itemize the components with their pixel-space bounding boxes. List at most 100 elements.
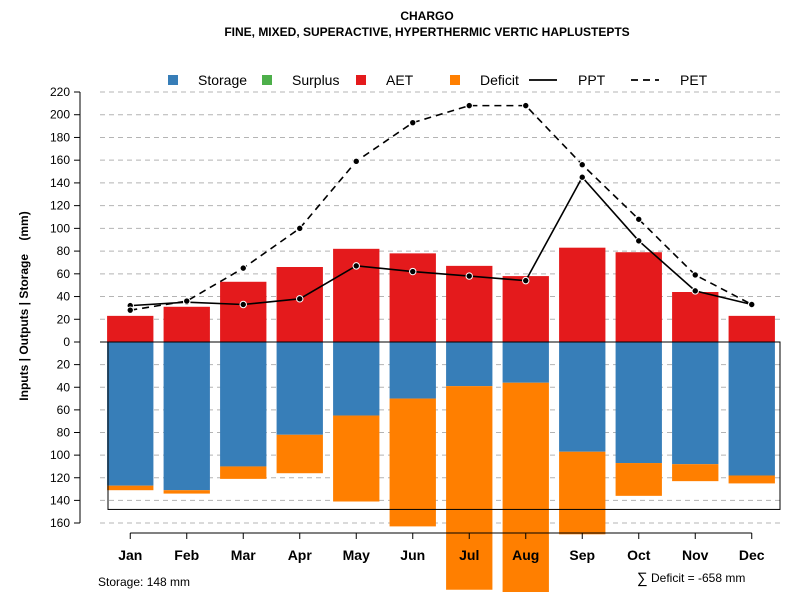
pet-point xyxy=(183,297,191,305)
deficit-bar xyxy=(333,415,380,502)
storage-bar xyxy=(107,342,154,486)
pet-point xyxy=(691,271,699,279)
x-tick-label: Sep xyxy=(569,547,595,563)
ppt-point xyxy=(239,300,247,309)
pet-point xyxy=(578,161,586,169)
deficit-footnote: Deficit = -658 mm xyxy=(651,571,745,585)
pet-point xyxy=(409,118,417,127)
aet-bar xyxy=(163,306,210,342)
pet-point xyxy=(465,101,473,110)
storage-bar xyxy=(163,342,210,491)
y-tick-label: 20 xyxy=(57,358,71,372)
x-tick-label: Nov xyxy=(682,547,709,563)
storage-capacity-frame xyxy=(107,341,781,510)
deficit-bar xyxy=(559,451,606,535)
storage-footnote: Storage: 148 mm xyxy=(98,575,190,589)
x-tick-label: Dec xyxy=(739,547,765,563)
y-tick-label: 80 xyxy=(57,244,71,258)
pet-point xyxy=(239,264,247,272)
deficit-bar xyxy=(389,398,436,527)
legend-label: PPT xyxy=(578,72,606,88)
y-tick-label: 160 xyxy=(50,153,70,167)
storage-bar xyxy=(502,342,549,383)
y-tick-label: 140 xyxy=(50,176,70,190)
aet-bar xyxy=(615,252,662,342)
legend-label: PET xyxy=(680,72,708,88)
y-tick-label: 140 xyxy=(50,493,70,507)
points xyxy=(126,101,756,314)
y-tick-label: 220 xyxy=(50,85,70,99)
storage-bar xyxy=(672,342,719,465)
x-tick-label: May xyxy=(343,547,370,563)
deficit-bar xyxy=(672,464,719,482)
y-tick-label: 60 xyxy=(57,267,71,281)
ppt-line xyxy=(130,175,752,307)
legend-swatch-storage xyxy=(168,75,178,85)
y-tick-label: 120 xyxy=(50,471,70,485)
storage-bar xyxy=(615,342,662,464)
deficit-bar xyxy=(220,466,267,479)
y-tick-label: 60 xyxy=(57,403,71,417)
aet-bar xyxy=(672,292,719,342)
ppt-point xyxy=(578,173,586,181)
ppt-point xyxy=(522,276,530,285)
deficit-bar xyxy=(728,475,775,484)
ppt-point xyxy=(296,295,304,303)
aet-bar xyxy=(559,247,606,342)
legend-swatch-surplus xyxy=(262,75,272,85)
pet-point xyxy=(522,101,530,110)
deficit-bar xyxy=(615,463,662,496)
axes: 2202001801601401201008060402002040608010… xyxy=(50,85,765,563)
y-tick-label: 100 xyxy=(50,448,70,462)
deficit-bar xyxy=(502,382,549,593)
deficit-bar xyxy=(276,434,323,474)
x-tick-label: Oct xyxy=(627,547,651,563)
storage-bar xyxy=(389,342,436,399)
pet-point xyxy=(352,157,360,166)
x-tick-label: Aug xyxy=(512,547,539,563)
aet-bar xyxy=(502,276,549,342)
y-tick-label: 200 xyxy=(50,108,70,122)
ppt-point xyxy=(635,237,643,245)
storage-bar xyxy=(333,342,380,416)
pet-point xyxy=(126,306,134,314)
deficit-bar xyxy=(107,485,154,491)
legend-label: AET xyxy=(386,72,414,88)
lines xyxy=(130,104,753,311)
y-tick-label: 80 xyxy=(57,426,71,440)
x-tick-label: Jul xyxy=(459,547,479,563)
x-tick-label: Apr xyxy=(288,547,313,563)
storage-bar xyxy=(446,342,493,387)
x-tick-label: Jun xyxy=(400,547,425,563)
storage-bar xyxy=(276,342,323,435)
pet-point xyxy=(748,300,756,309)
frames xyxy=(100,341,781,510)
x-tick-label: Mar xyxy=(231,547,256,563)
y-tick-label: 0 xyxy=(63,335,70,349)
deficit-footnote-symbol: ∑ xyxy=(637,570,648,587)
chart-title: CHARGO xyxy=(400,9,453,23)
x-tick-label: Jan xyxy=(118,547,142,563)
y-axis-title: Inputs | Outputs | Storage (mm) xyxy=(17,211,31,400)
deficit-bar xyxy=(446,386,493,590)
aet-bar xyxy=(728,315,775,342)
x-tick-label: Feb xyxy=(174,547,199,563)
legend-label: Surplus xyxy=(292,72,339,88)
ppt-point xyxy=(465,272,473,280)
aet-bar xyxy=(389,253,436,342)
pet-point xyxy=(296,224,304,233)
ppt-point xyxy=(409,267,417,276)
storage-bar xyxy=(728,342,775,476)
y-tick-label: 40 xyxy=(57,290,71,304)
y-tick-label: 120 xyxy=(50,199,70,213)
storage-bar xyxy=(559,342,606,452)
ppt-point xyxy=(352,262,360,270)
legend: Storage Surplus AET Deficit PPT PET xyxy=(168,72,708,88)
aet-bar xyxy=(276,267,323,342)
y-tick-label: 180 xyxy=(50,130,70,144)
aet-bar xyxy=(220,281,267,342)
legend-swatch-deficit xyxy=(450,75,460,85)
aet-bar xyxy=(107,315,154,342)
